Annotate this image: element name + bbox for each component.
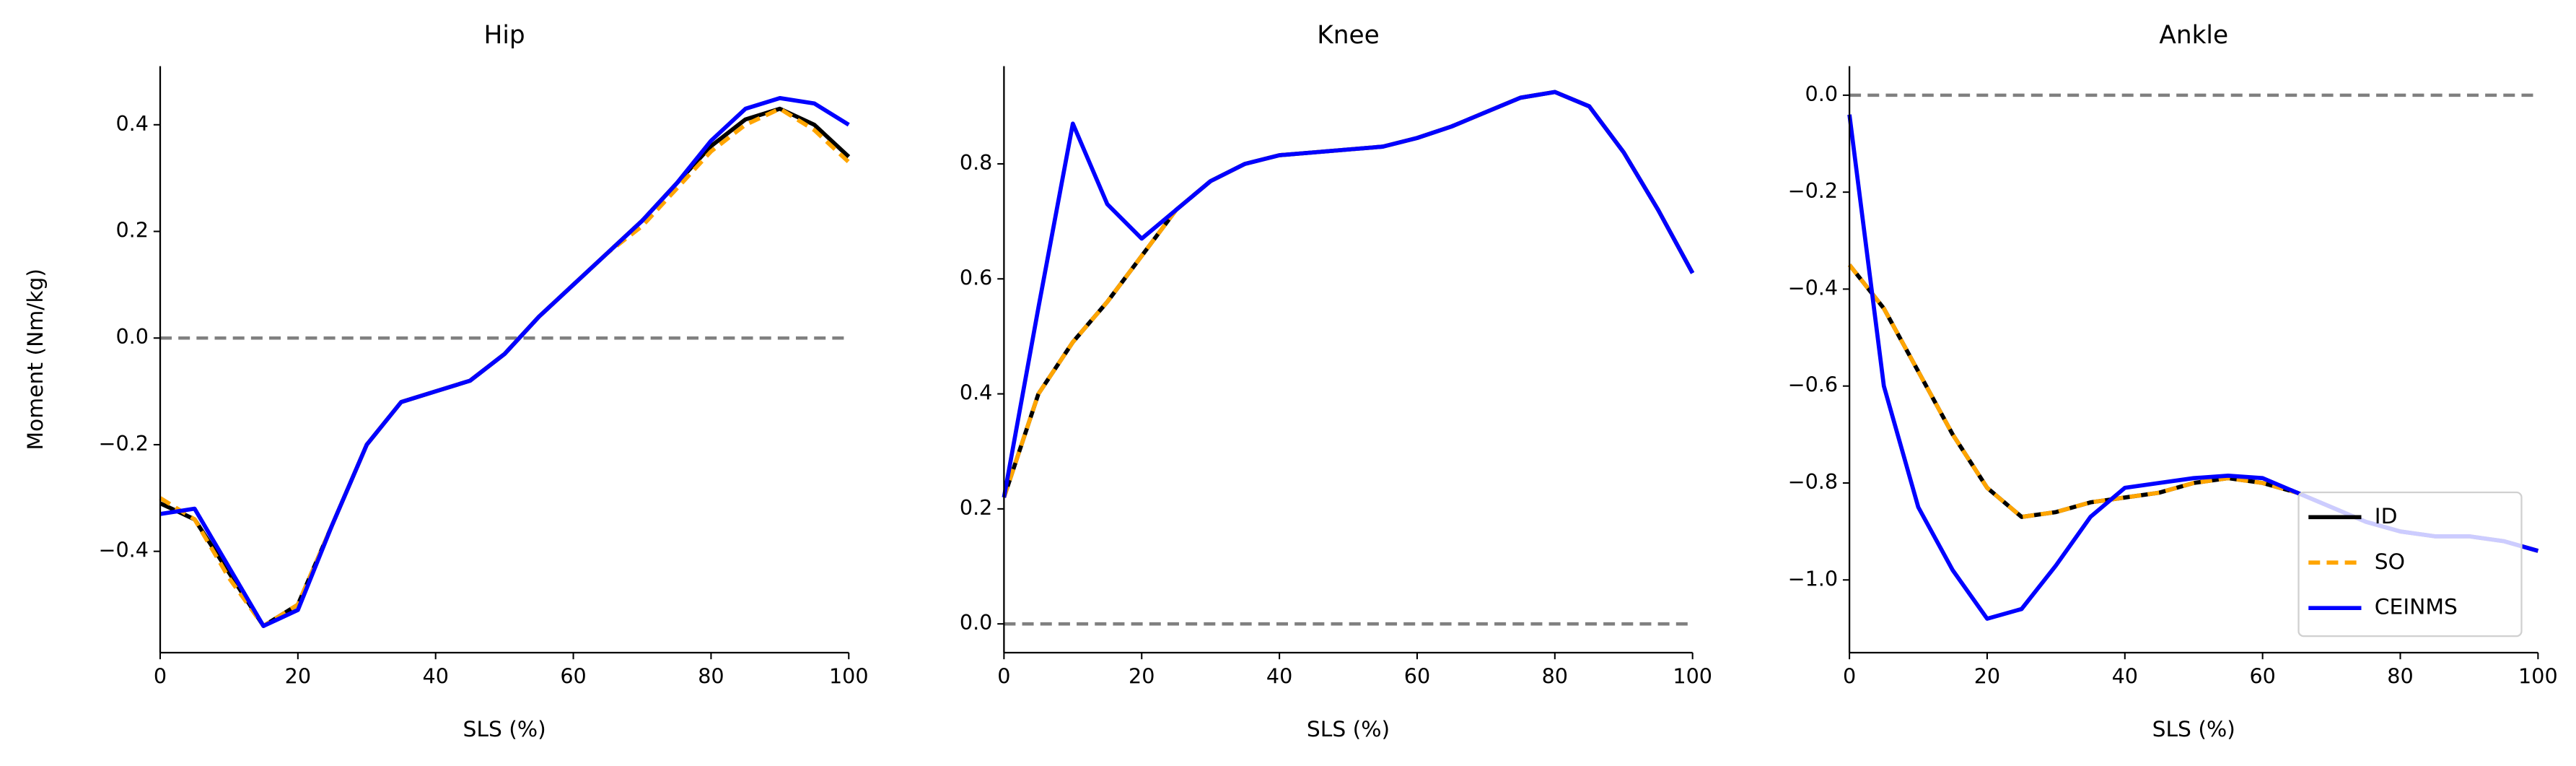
y-tick-label: 0.2 <box>960 495 992 520</box>
y-axis-label: Moment (Nm/kg) <box>23 269 48 451</box>
data-line <box>159 106 851 628</box>
y-tick-label: 0.8 <box>960 150 992 175</box>
x-tick-label: 0 <box>1843 663 1856 688</box>
x-tick-label: 40 <box>1266 663 1292 688</box>
legend-label: ID <box>2375 504 2398 529</box>
x-tick-label: 80 <box>698 663 724 688</box>
y-tick-label: 0.0 <box>1805 82 1838 106</box>
x-tick-label: 100 <box>1673 663 1712 688</box>
x-tick-label: 0 <box>997 663 1010 688</box>
x-tick-label: 100 <box>829 663 869 688</box>
panel: Knee SLS (%) 0 20 40 60 80 100 0.0 0.2 0.4 0.6 0.8 <box>960 21 1712 742</box>
x-tick-label: 40 <box>423 663 449 688</box>
y-tick-label: 0.0 <box>115 324 148 349</box>
y-tick-label: −0.4 <box>1788 275 1838 300</box>
panel: Ankle SLS (%) 0 20 40 60 80 100 −1.0 −0.8 −0.6 −0.4… <box>1788 21 2558 742</box>
y-tick-label: 0.2 <box>115 218 148 243</box>
panel-title: Hip <box>484 21 525 50</box>
data-line <box>159 96 850 628</box>
panel: Hip SLS (%) Moment (Nm/kg) 0 20 40 60 80 100 −0.4… <box>23 21 869 742</box>
x-tick-label: 20 <box>285 663 311 688</box>
y-tick-label: −0.8 <box>1788 469 1838 494</box>
x-tick-label: 0 <box>154 663 167 688</box>
x-tick-label: 40 <box>2112 663 2138 688</box>
data-line <box>1002 90 1695 498</box>
data-line <box>1002 90 1695 498</box>
x-tick-label: 80 <box>1542 663 1568 688</box>
y-tick-label: −1.0 <box>1788 566 1838 591</box>
legend-label: SO <box>2375 549 2405 575</box>
panel-title: Ankle <box>2159 21 2228 50</box>
y-tick-label: 0.0 <box>960 610 992 635</box>
x-axis-label: SLS (%) <box>463 717 546 742</box>
data-line <box>159 106 851 628</box>
legend-box <box>2297 491 2523 637</box>
x-tick-label: 60 <box>2249 663 2275 688</box>
x-tick-label: 20 <box>1974 663 2000 688</box>
x-tick-label: 60 <box>1404 663 1430 688</box>
x-axis-label: SLS (%) <box>2152 717 2235 742</box>
data-line <box>1002 90 1695 498</box>
data-line <box>1847 264 2539 553</box>
y-tick-label: 0.4 <box>960 380 992 405</box>
y-tick-label: −0.2 <box>99 431 149 456</box>
panel-title: Knee <box>1317 21 1379 50</box>
x-axis-label: SLS (%) <box>1307 717 1390 742</box>
y-tick-label: 0.6 <box>960 265 992 290</box>
x-tick-label: 100 <box>2518 663 2558 688</box>
x-tick-label: 60 <box>560 663 586 688</box>
y-tick-label: −0.6 <box>1788 373 1838 397</box>
x-tick-label: 20 <box>1129 663 1155 688</box>
y-tick-label: 0.4 <box>115 111 148 136</box>
legend: ID SO CEINMS <box>2297 491 2523 637</box>
y-tick-label: −0.4 <box>99 538 149 562</box>
y-tick-label: −0.2 <box>1788 178 1838 203</box>
legend-label: CEINMS <box>2375 595 2458 620</box>
x-tick-label: 80 <box>2387 663 2413 688</box>
